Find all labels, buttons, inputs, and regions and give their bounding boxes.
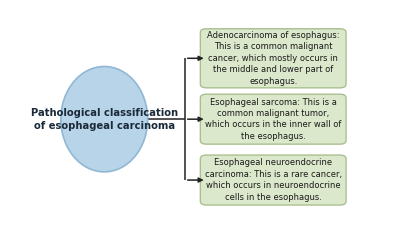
FancyBboxPatch shape bbox=[200, 155, 346, 205]
Text: Esophageal neuroendocrine
carcinoma: This is a rare cancer,
which occurs in neur: Esophageal neuroendocrine carcinoma: Thi… bbox=[205, 158, 342, 202]
Text: Pathological classification
of esophageal carcinoma: Pathological classification of esophagea… bbox=[31, 108, 178, 131]
FancyBboxPatch shape bbox=[200, 94, 346, 144]
FancyBboxPatch shape bbox=[200, 29, 346, 88]
Text: Esophageal sarcoma: This is a
common malignant tumor,
which occurs in the inner : Esophageal sarcoma: This is a common mal… bbox=[205, 97, 341, 141]
Ellipse shape bbox=[61, 67, 148, 172]
Text: Adenocarcinoma of esophagus:
This is a common malignant
cancer, which mostly occ: Adenocarcinoma of esophagus: This is a c… bbox=[207, 31, 340, 86]
